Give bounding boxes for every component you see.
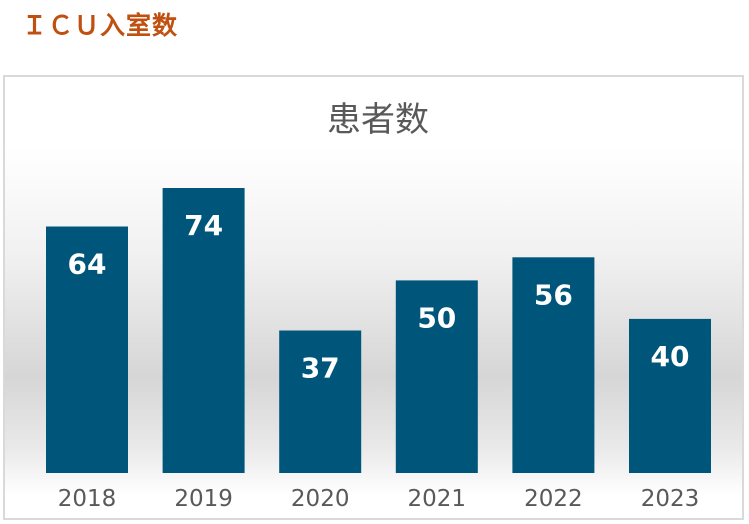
x-tick-label-2023: 2023 — [641, 486, 700, 512]
x-axis-ticks: 2018 2019 2020 2021 2022 2023 — [58, 486, 700, 512]
bar-2018 — [46, 226, 128, 473]
bar-2022 — [512, 257, 595, 473]
labels-layer: 64 74 37 50 56 40 — [68, 209, 690, 385]
bar-2023 — [629, 318, 711, 473]
data-label-2019: 74 — [184, 209, 223, 242]
bar-2019 — [162, 188, 245, 473]
data-label-2023: 40 — [651, 340, 690, 373]
chart-title: 患者数 — [327, 100, 429, 140]
x-tick-label-2019: 2019 — [174, 486, 233, 512]
data-label-2020: 37 — [301, 352, 340, 385]
patient-count-chart: 患者数 64 74 37 50 56 40 2018 2019 2020 2021 2022 202… — [46, 100, 711, 512]
data-label-2021: 50 — [417, 301, 456, 334]
page-heading: ＩＣＵ入室数 — [22, 11, 179, 40]
bar-2020 — [279, 330, 362, 473]
data-label-2022: 56 — [534, 278, 573, 311]
bar-2021 — [395, 280, 478, 473]
data-label-2018: 64 — [68, 248, 107, 281]
bars-layer — [46, 188, 711, 473]
x-tick-label-2018: 2018 — [58, 486, 117, 512]
x-tick-label-2021: 2021 — [408, 486, 467, 512]
chart-panel: 患者数 64 74 37 50 56 40 2018 2019 2020 2021 2022 202… — [3, 75, 744, 520]
x-tick-label-2020: 2020 — [291, 486, 350, 512]
x-tick-label-2022: 2022 — [524, 486, 583, 512]
